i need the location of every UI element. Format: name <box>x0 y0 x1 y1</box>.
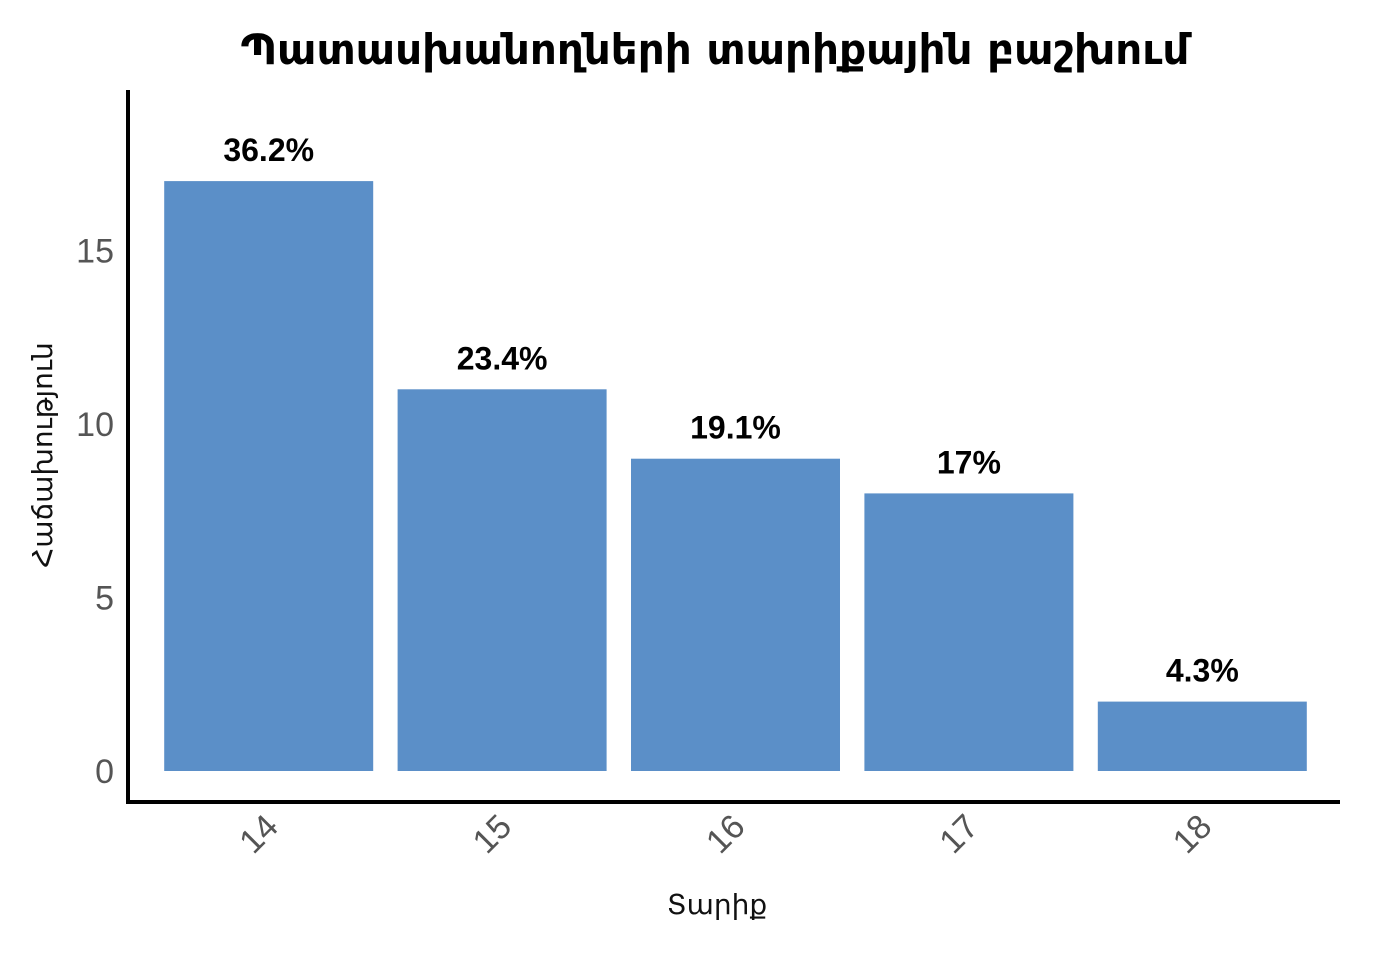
bar-18 <box>1097 701 1307 771</box>
data-label-15: 23.4% <box>457 340 548 376</box>
y-tick-label: 5 <box>95 580 114 618</box>
data-label-18: 4.3% <box>1166 653 1239 689</box>
bar-17 <box>864 493 1074 771</box>
data-label-17: 17% <box>937 444 1001 480</box>
bar-15 <box>397 389 607 771</box>
x-tick-label: 14 <box>232 807 286 861</box>
x-axis-ticks: 14 15 16 17 18 <box>232 807 1219 861</box>
x-tick-label: 15 <box>466 807 520 861</box>
y-axis-title: Հաճախություն <box>26 342 59 568</box>
data-label-16: 19.1% <box>690 410 781 446</box>
x-tick-label: 16 <box>699 807 753 861</box>
bar-14 <box>164 181 374 772</box>
x-tick-label: 17 <box>932 807 986 861</box>
x-tick-label: 18 <box>1166 807 1220 861</box>
bar-16 <box>631 458 840 771</box>
data-labels-group: 36.2% 23.4% 19.1% 17% 4.3% <box>223 132 1239 689</box>
bars-group <box>164 181 1307 772</box>
y-tick-label: 15 <box>76 233 114 271</box>
y-tick-label: 0 <box>95 753 114 791</box>
x-axis-title: Տարիք <box>667 888 767 921</box>
data-label-14: 36.2% <box>223 132 314 168</box>
y-tick-label: 10 <box>76 406 114 444</box>
chart-title: Պատասխանողների տարիքային բաշխում <box>241 25 1193 74</box>
y-axis-ticks: 0 5 10 15 <box>76 233 114 792</box>
